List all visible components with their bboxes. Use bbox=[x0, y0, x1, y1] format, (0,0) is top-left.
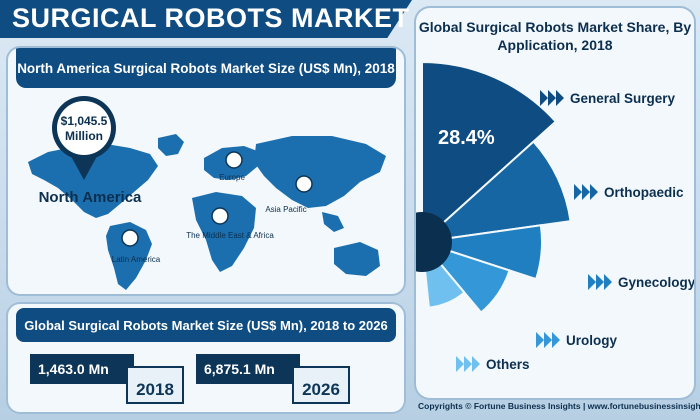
pie-chart: General Surgery Orthopaedic Gynecology Urol… bbox=[416, 60, 694, 372]
chevron-marker-icon bbox=[540, 90, 564, 106]
market-size-header: Global Surgical Robots Market Size (US$ … bbox=[16, 308, 396, 342]
pie-slice-gynecology bbox=[421, 224, 543, 281]
mea-label: The Middle East & Africa bbox=[186, 231, 274, 240]
chevron-marker-icon bbox=[456, 356, 480, 372]
value-2018: 1,463.0 Mn bbox=[30, 354, 134, 384]
callout-value: $1,045.5 bbox=[61, 114, 108, 128]
legend-label-orthopaedic: Orthopaedic bbox=[604, 185, 684, 200]
greenland-shape bbox=[158, 134, 184, 156]
pie-title: Global Surgical Robots Market Share, By … bbox=[418, 19, 692, 53]
legend-label-gynecology: Gynecology bbox=[618, 275, 694, 290]
north-america-pin-inner bbox=[57, 101, 111, 155]
chevron-marker-icon bbox=[574, 184, 598, 200]
australia-shape bbox=[334, 242, 380, 276]
asia-pacific-label: Asia Pacific bbox=[265, 205, 306, 214]
year-2018: 2018 bbox=[126, 366, 184, 404]
data-label-general-surgery: 28.4% bbox=[438, 127, 495, 149]
latin-america-pin-icon bbox=[121, 229, 139, 247]
asia-pacific-pin-icon bbox=[295, 175, 313, 193]
page-title: SURGICAL ROBOTS MARKET bbox=[12, 3, 410, 33]
callout-unit: Million bbox=[65, 129, 103, 143]
footer-copyright: Copyrights © Fortune Business Insights |… bbox=[418, 401, 700, 411]
north-america-shape bbox=[28, 144, 158, 218]
north-america-pin-tail bbox=[72, 158, 96, 180]
north-america-label: North America bbox=[39, 189, 142, 206]
map-panel: North America Surgical Robots Market Siz… bbox=[8, 48, 404, 294]
year-2026: 2026 bbox=[292, 366, 350, 404]
chevron-marker-icon bbox=[588, 274, 612, 290]
legend-label-general-surgery: General Surgery bbox=[570, 91, 676, 106]
europe-pin-icon bbox=[225, 151, 243, 169]
south-america-shape bbox=[106, 222, 152, 290]
title-banner bbox=[0, 0, 412, 38]
chevron-marker-icon bbox=[536, 332, 560, 348]
pie-slice-general-surgery bbox=[421, 60, 558, 245]
legend-label-urology: Urology bbox=[566, 333, 617, 348]
mea-pin-icon bbox=[211, 207, 229, 225]
asia-shape bbox=[254, 136, 386, 208]
world-map: $1,045.5 Million North America Europe As… bbox=[28, 96, 386, 290]
value-2026: 6,875.1 Mn bbox=[196, 354, 300, 384]
legend-label-others: Others bbox=[486, 357, 530, 372]
map-header: North America Surgical Robots Market Siz… bbox=[16, 48, 396, 88]
latin-america-label: Latin America bbox=[112, 255, 161, 264]
pie-hub bbox=[416, 212, 452, 272]
europe-label: Europe bbox=[219, 173, 245, 182]
pie-panel: General Surgery Orthopaedic Gynecology Urol… bbox=[416, 8, 694, 398]
pie-slice-orthopaedic bbox=[418, 140, 572, 244]
africa-shape bbox=[192, 192, 256, 272]
se-asia-shape bbox=[322, 212, 344, 232]
market-size-panel: Global Surgical Robots Market Size (US$ … bbox=[8, 304, 404, 412]
